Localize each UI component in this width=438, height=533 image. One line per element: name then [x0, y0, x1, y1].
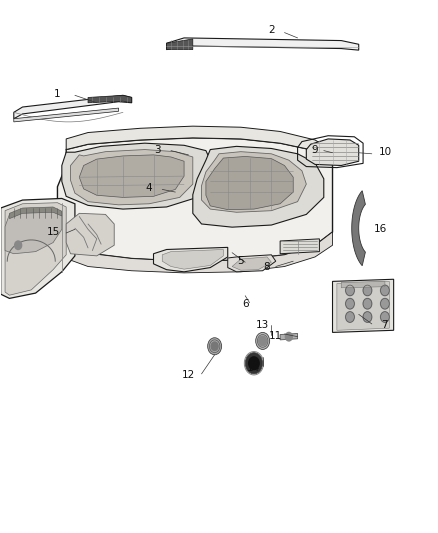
- Polygon shape: [280, 239, 319, 254]
- Text: 15: 15: [46, 227, 60, 237]
- Polygon shape: [62, 232, 332, 273]
- Circle shape: [346, 312, 354, 322]
- Polygon shape: [14, 108, 119, 122]
- Circle shape: [249, 357, 259, 369]
- Text: 14: 14: [247, 362, 261, 373]
- Text: 12: 12: [182, 370, 195, 381]
- Text: 1: 1: [54, 88, 61, 99]
- Polygon shape: [5, 203, 66, 295]
- Polygon shape: [66, 126, 332, 160]
- Text: 16: 16: [374, 224, 387, 235]
- Text: 8: 8: [264, 262, 270, 271]
- Text: 11: 11: [269, 330, 283, 341]
- Text: 7: 7: [381, 320, 388, 330]
- Polygon shape: [188, 152, 219, 164]
- Text: 4: 4: [146, 183, 152, 193]
- Polygon shape: [5, 208, 62, 254]
- Circle shape: [346, 285, 354, 296]
- Text: 5: 5: [237, 256, 244, 266]
- Circle shape: [381, 312, 389, 322]
- Polygon shape: [306, 139, 359, 165]
- Text: 10: 10: [378, 147, 392, 157]
- Polygon shape: [79, 155, 184, 197]
- Circle shape: [256, 333, 270, 350]
- Polygon shape: [88, 95, 132, 103]
- Polygon shape: [337, 281, 389, 330]
- Polygon shape: [341, 281, 385, 288]
- Polygon shape: [280, 334, 297, 340]
- Circle shape: [208, 338, 222, 355]
- Polygon shape: [145, 184, 215, 197]
- Polygon shape: [153, 247, 228, 272]
- Circle shape: [259, 336, 267, 346]
- Text: 2: 2: [268, 25, 275, 35]
- Circle shape: [245, 353, 263, 374]
- Polygon shape: [166, 39, 193, 50]
- Polygon shape: [193, 147, 324, 227]
- Polygon shape: [1, 198, 75, 298]
- Text: 13: 13: [256, 320, 269, 330]
- Polygon shape: [201, 152, 306, 212]
- Circle shape: [14, 241, 21, 249]
- Polygon shape: [352, 191, 365, 266]
- Polygon shape: [166, 38, 359, 50]
- Polygon shape: [184, 151, 223, 165]
- Polygon shape: [66, 213, 114, 256]
- Polygon shape: [206, 157, 293, 209]
- Polygon shape: [232, 257, 272, 270]
- Circle shape: [363, 298, 372, 309]
- Polygon shape: [228, 255, 276, 272]
- Polygon shape: [57, 138, 332, 261]
- Polygon shape: [71, 150, 193, 205]
- Circle shape: [346, 298, 354, 309]
- Circle shape: [363, 312, 372, 322]
- Text: 3: 3: [155, 144, 161, 155]
- Circle shape: [363, 285, 372, 296]
- Polygon shape: [10, 207, 62, 219]
- Polygon shape: [62, 143, 210, 209]
- Text: 6: 6: [242, 298, 248, 309]
- Circle shape: [381, 285, 389, 296]
- Polygon shape: [332, 279, 394, 333]
- Circle shape: [381, 298, 389, 309]
- Polygon shape: [149, 185, 210, 196]
- Text: 9: 9: [312, 144, 318, 155]
- Polygon shape: [162, 249, 223, 269]
- Circle shape: [286, 333, 292, 341]
- Circle shape: [211, 342, 218, 351]
- Polygon shape: [14, 95, 132, 119]
